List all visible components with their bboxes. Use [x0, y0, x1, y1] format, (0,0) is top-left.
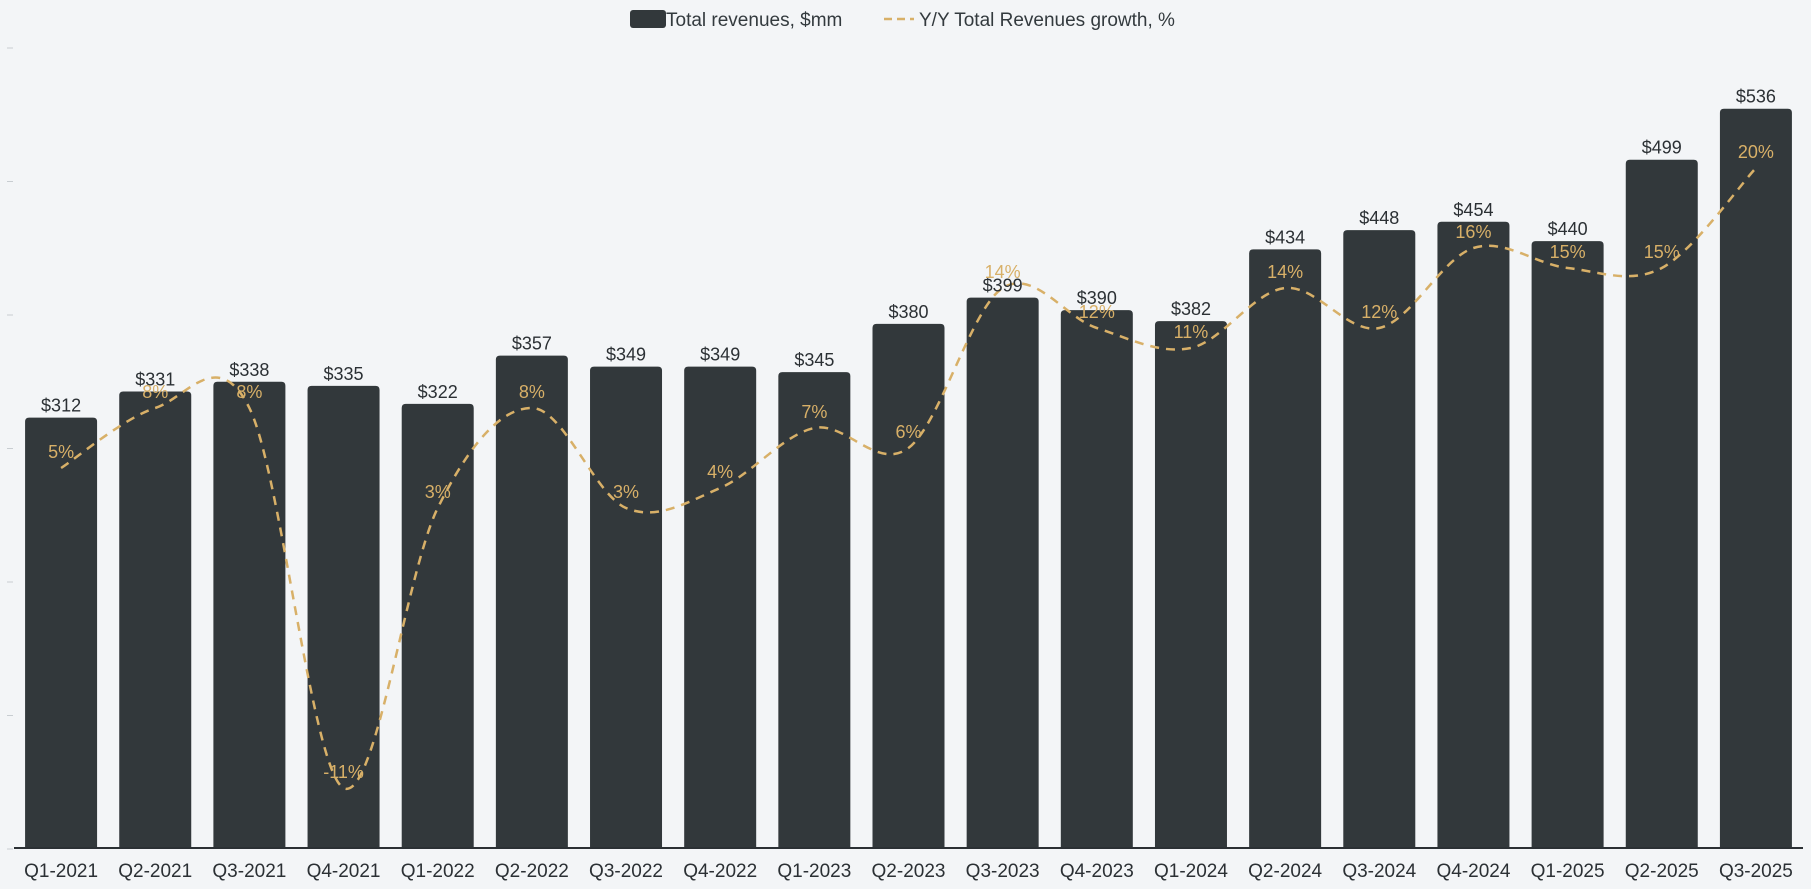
bar [778, 372, 851, 848]
bar-value-label: $440 [1548, 219, 1588, 239]
x-tick-label: Q3-2024 [1342, 861, 1416, 882]
bar [213, 381, 286, 848]
bar [1719, 108, 1792, 849]
bar-value-label: $357 [512, 334, 552, 354]
x-tick-label: Q1-2025 [1531, 861, 1605, 882]
legend-line-label: Y/Y Total Revenues growth, % [919, 10, 1175, 31]
legend-bar-swatch [630, 10, 666, 28]
bar-value-label: $380 [888, 302, 928, 322]
growth-value-label: 6% [895, 422, 921, 442]
x-tick-label: Q2-2023 [872, 861, 946, 882]
x-tick-label: Q1-2021 [24, 861, 98, 882]
bar-value-label: $312 [41, 396, 81, 416]
bar [401, 403, 474, 848]
growth-value-label: 16% [1455, 222, 1491, 242]
bar-labels: $312 $331 $338 $335 $322 $357 $349 $349 $345 $380… [41, 87, 1776, 416]
growth-value-label: 3% [613, 482, 639, 502]
bar-value-label: $448 [1359, 208, 1399, 228]
bar [1249, 249, 1322, 849]
bar-value-label: $331 [135, 369, 175, 389]
bar [25, 417, 98, 848]
bar [119, 391, 192, 848]
x-tick-label: Q3-2025 [1719, 861, 1793, 882]
bar-value-label: $454 [1453, 200, 1493, 220]
bar [1625, 159, 1698, 849]
x-tick-label: Q2-2021 [118, 861, 192, 882]
growth-value-label: -11% [323, 762, 364, 782]
bar-value-label: $349 [606, 345, 646, 365]
growth-value-label: 14% [1267, 262, 1303, 282]
x-tick-labels: Q1-2021 Q2-2021 Q3-2021 Q4-2021 Q1-2022 Q2-20… [24, 861, 1793, 882]
x-tick-label: Q4-2021 [307, 861, 381, 882]
bar-value-label: $390 [1077, 288, 1117, 308]
bar-value-label: $434 [1265, 227, 1305, 247]
bar-value-label: $382 [1171, 299, 1211, 319]
x-tick-label: Q2-2024 [1248, 861, 1322, 882]
growth-value-label: 15% [1644, 242, 1680, 262]
x-tick-label: Q4-2024 [1436, 861, 1510, 882]
bar-value-label: $499 [1642, 138, 1682, 158]
growth-value-label: 8% [519, 382, 545, 402]
growth-value-label: 14% [985, 262, 1021, 282]
growth-line [60, 167, 1757, 790]
bar [590, 366, 663, 848]
growth-value-label: 8% [236, 382, 262, 402]
growth-value-label: 11% [1174, 322, 1209, 342]
x-tick-label: Q4-2023 [1060, 861, 1134, 882]
growth-value-label: 20% [1738, 142, 1774, 162]
growth-value-label: 4% [707, 462, 733, 482]
x-tick-label: Q2-2025 [1625, 861, 1699, 882]
bar-value-label: $536 [1736, 87, 1776, 107]
bar-value-label: $335 [324, 364, 364, 384]
x-tick-label: Q3-2021 [212, 861, 286, 882]
bar [495, 355, 568, 848]
x-tick-label: Q4-2022 [683, 861, 757, 882]
x-tick-label: Q1-2024 [1154, 861, 1228, 882]
bar-value-label: $345 [794, 350, 834, 370]
legend-bar-label: Total revenues, $mm [666, 10, 842, 31]
bar-value-label: $322 [418, 382, 458, 402]
growth-value-label: 5% [48, 442, 74, 462]
legend: Total revenues, $mm Y/Y Total Revenues g… [630, 10, 1175, 31]
bar-value-label: $349 [700, 345, 740, 365]
growth-value-label: 8% [142, 382, 168, 402]
bars [25, 108, 1792, 849]
growth-value-label: 3% [425, 482, 451, 502]
growth-value-label: 15% [1550, 242, 1586, 262]
x-tick-label: Q3-2023 [966, 861, 1040, 882]
growth-labels: 5% 8% 8% -11% 3% 8% 3% 4% 7% 6% 14% 12% 11% 14% 12% 16%… [48, 142, 1774, 782]
bar-value-label: $399 [983, 276, 1023, 296]
x-tick-label: Q1-2022 [401, 861, 475, 882]
x-tick-label: Q2-2022 [495, 861, 569, 882]
bar-value-label: $338 [229, 360, 269, 380]
growth-value-label: 12% [1361, 302, 1397, 322]
bar [966, 297, 1039, 849]
bar [1343, 230, 1416, 848]
bar [1531, 241, 1604, 848]
bar [1154, 321, 1227, 848]
bar [307, 385, 380, 848]
bar [872, 323, 945, 848]
x-tick-label: Q1-2023 [777, 861, 851, 882]
bar [684, 366, 757, 848]
x-tick-label: Q3-2022 [589, 861, 663, 882]
growth-value-label: 7% [801, 402, 827, 422]
bar [1060, 310, 1133, 848]
y-axis-ticks [7, 47, 13, 850]
bar [1437, 221, 1510, 849]
growth-value-label: 12% [1079, 302, 1115, 322]
